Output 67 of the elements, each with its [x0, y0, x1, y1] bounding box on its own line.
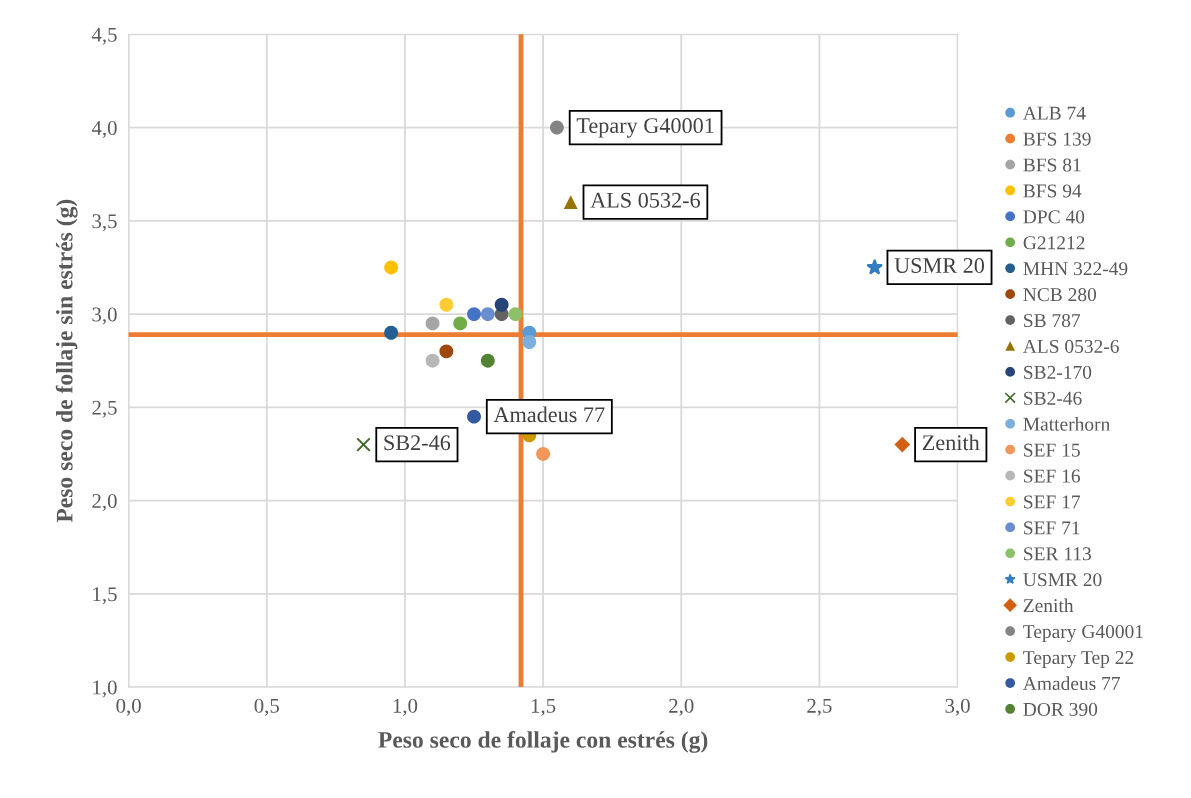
y-axis-title: Peso seco de follaje sin estrés (g)	[55, 199, 78, 523]
point	[549, 120, 564, 135]
legend-label: SB2-46	[1024, 391, 1082, 405]
point	[480, 307, 495, 322]
x-tick-label: 3,0	[945, 698, 970, 716]
point	[494, 297, 509, 312]
legend-label: ALS 0532-6	[1023, 339, 1119, 353]
legend-label: SEF 17	[1024, 495, 1081, 509]
x-tick-label: 1,5	[531, 698, 556, 716]
legend-label: MHN 322-49	[1023, 262, 1128, 276]
annotation: USMR 20	[894, 258, 985, 274]
y-tick-label: 2,5	[92, 400, 117, 418]
legend-label: BFS 139	[1023, 132, 1091, 146]
x-tick-label: 1,0	[393, 698, 418, 716]
legend-label: SB2-170	[1024, 365, 1092, 379]
point	[384, 260, 399, 275]
legend-label: BFS 81	[1023, 158, 1081, 172]
x-tick-label: 2,5	[807, 698, 832, 716]
y-tick-label: 2,0	[92, 493, 117, 512]
point	[439, 297, 454, 312]
x-tick-label: 0,0	[116, 698, 141, 716]
legend-label: SB 787	[1024, 313, 1081, 328]
annotation: ALS 0532-6	[590, 192, 700, 208]
point	[563, 195, 578, 210]
annotation: Zenith	[922, 434, 980, 451]
y-tick-label: 1,0	[93, 680, 117, 698]
legend-label: SEF 71	[1024, 521, 1080, 535]
point	[439, 344, 454, 359]
legend-label: ALB 74	[1023, 106, 1086, 120]
legend-label: SER 113	[1024, 547, 1091, 561]
point	[384, 325, 399, 340]
x-axis-title: Peso seco de follaje con estrés (g)	[378, 730, 708, 753]
annotation: SB2-46	[384, 435, 451, 451]
legend-label: DOR 390	[1023, 702, 1098, 716]
legend-label: G21212	[1023, 236, 1085, 250]
point	[467, 307, 481, 322]
point	[356, 437, 371, 452]
annotation: Tepary G40001	[576, 118, 714, 138]
x-tick-label: 2,0	[669, 698, 694, 716]
legend-label: BFS 94	[1023, 184, 1082, 198]
point	[508, 307, 523, 322]
legend-label: Zenith	[1023, 598, 1074, 613]
legend-label: NCB 280	[1023, 288, 1097, 302]
legend-label: USMR 20	[1023, 573, 1102, 587]
legend-label: Matterhorn	[1023, 417, 1110, 431]
point	[467, 409, 481, 424]
point	[453, 316, 468, 331]
point	[480, 353, 495, 368]
y-tick-label: 3,5	[92, 214, 117, 232]
legend-label: Amadeus 77	[1023, 676, 1120, 691]
legend-label: Tepary G40001	[1023, 624, 1143, 643]
legend-label: Tepary Tep 22	[1023, 651, 1134, 669]
y-tick-label: 4,0	[91, 120, 117, 138]
legend-label: SEF 16	[1024, 469, 1081, 483]
annotation: Amadeus 77	[493, 406, 605, 423]
point	[866, 258, 883, 275]
y-tick-label: 4,5	[91, 27, 117, 45]
point	[894, 436, 911, 453]
point	[536, 447, 551, 461]
legend-label: SEF 15	[1024, 443, 1080, 457]
point	[425, 353, 440, 368]
y-tick-label: 3,0	[92, 307, 117, 325]
point	[522, 335, 537, 349]
point	[425, 316, 440, 331]
legend-label: DPC 40	[1023, 210, 1085, 224]
x-tick-label: 0,5	[254, 698, 279, 716]
y-tick-label: 1,5	[93, 587, 117, 605]
